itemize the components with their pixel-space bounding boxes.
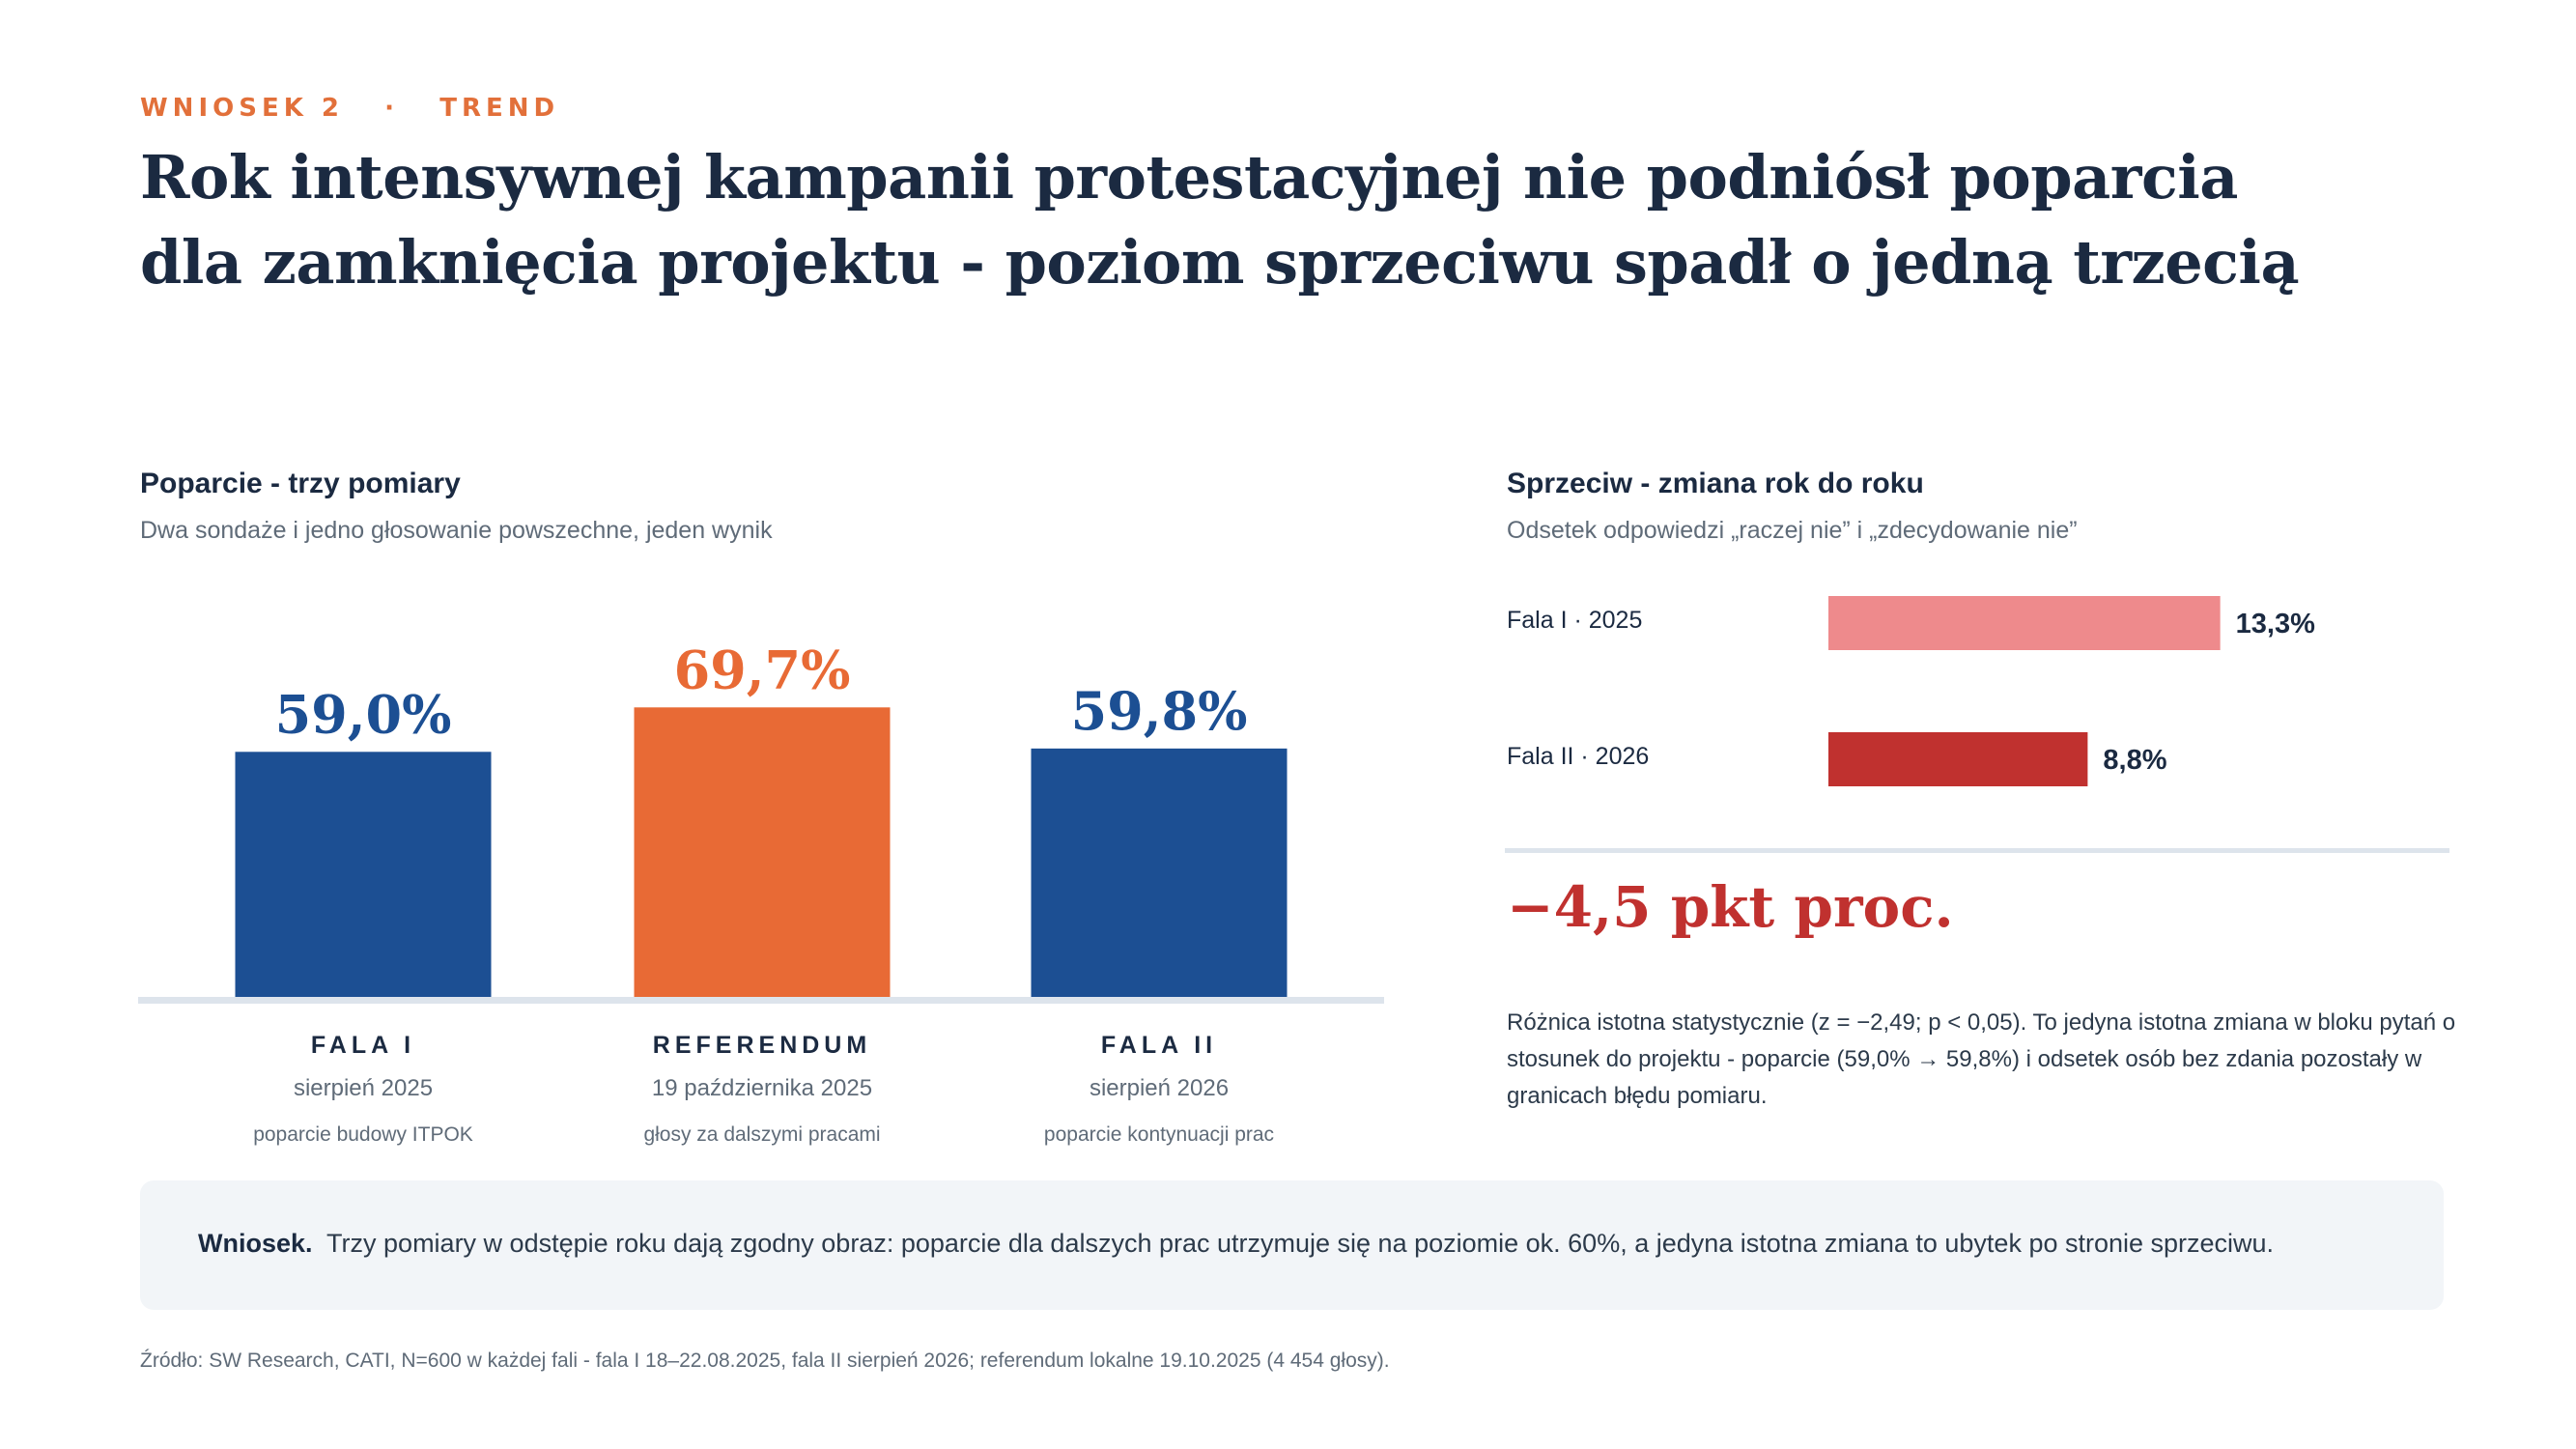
category-note: poparcie kontynuacji prac [1043,1123,1275,1146]
conclusion-text: Wniosek. Trzy pomiary w odstępie roku da… [198,1229,2274,1259]
page-title: Rok intensywnej kampanii protestacyjnej … [140,135,2410,305]
kicker-label: WNIOSEK 2 [140,94,344,123]
category-date: sierpień 2026 [1089,1075,1230,1101]
category-label: FALA I [310,1032,416,1059]
bar-value-label: 59,8% [1071,680,1248,742]
category-date: 19 października 2025 [651,1075,873,1101]
bar [235,752,492,997]
bar [1031,748,1288,997]
hbar-label: Fala II · 2026 [1507,743,1650,770]
hbar-label: Fala I · 2025 [1507,607,1643,634]
divider [1505,848,2449,853]
category-date: sierpień 2025 [293,1075,434,1101]
conclusion-label: Wniosek. [198,1229,313,1258]
bar [634,707,891,997]
page-title-line-2: dla zamknięcia projektu - poziom sprzeci… [140,227,2300,298]
hbar [1828,732,2088,786]
baseline [138,997,1384,1004]
bar-value-label: 69,7% [674,639,851,700]
opposition-chart-title: Sprzeciw - zmiana rok do roku [1507,468,1924,499]
hbar-value-label: 13,3% [2236,609,2315,639]
support-chart-title: Poparcie - trzy pomiary [140,468,461,499]
category-label: REFERENDUM [652,1032,872,1059]
section-kicker: WNIOSEK 2 · TREND [140,94,559,123]
hbar-value-label: 8,8% [2103,745,2166,776]
significance-note: Różnica istotna statystycznie (z = −2,49… [1507,1009,2456,1109]
opposition-chart-subtitle: Odsetek odpowiedzi „raczej nie” i „zdecy… [1507,517,2078,544]
category-note: głosy za dalszymi pracami [643,1123,881,1146]
kicker-topic: TREND [439,94,560,123]
conclusion-body: Trzy pomiary w odstępie roku dają zgodny… [326,1229,2275,1258]
hbar [1828,596,2221,650]
source-note: Źródło: SW Research, CATI, N=600 w każde… [140,1350,1390,1372]
conclusion-box: Wniosek. Trzy pomiary w odstępie roku da… [140,1180,2444,1310]
category-label: FALA II [1100,1032,1218,1059]
support-chart-subtitle: Dwa sondaże i jedno głosowanie powszechn… [140,517,773,544]
page-title-line-1: Rok intensywnej kampanii protestacyjnej … [140,142,2238,213]
opposition-delta: −4,5 pkt proc. [1507,874,1954,940]
category-note: poparcie budowy ITPOK [253,1123,473,1146]
bar-value-label: 59,0% [275,683,452,745]
kicker-separator: · [384,94,400,123]
